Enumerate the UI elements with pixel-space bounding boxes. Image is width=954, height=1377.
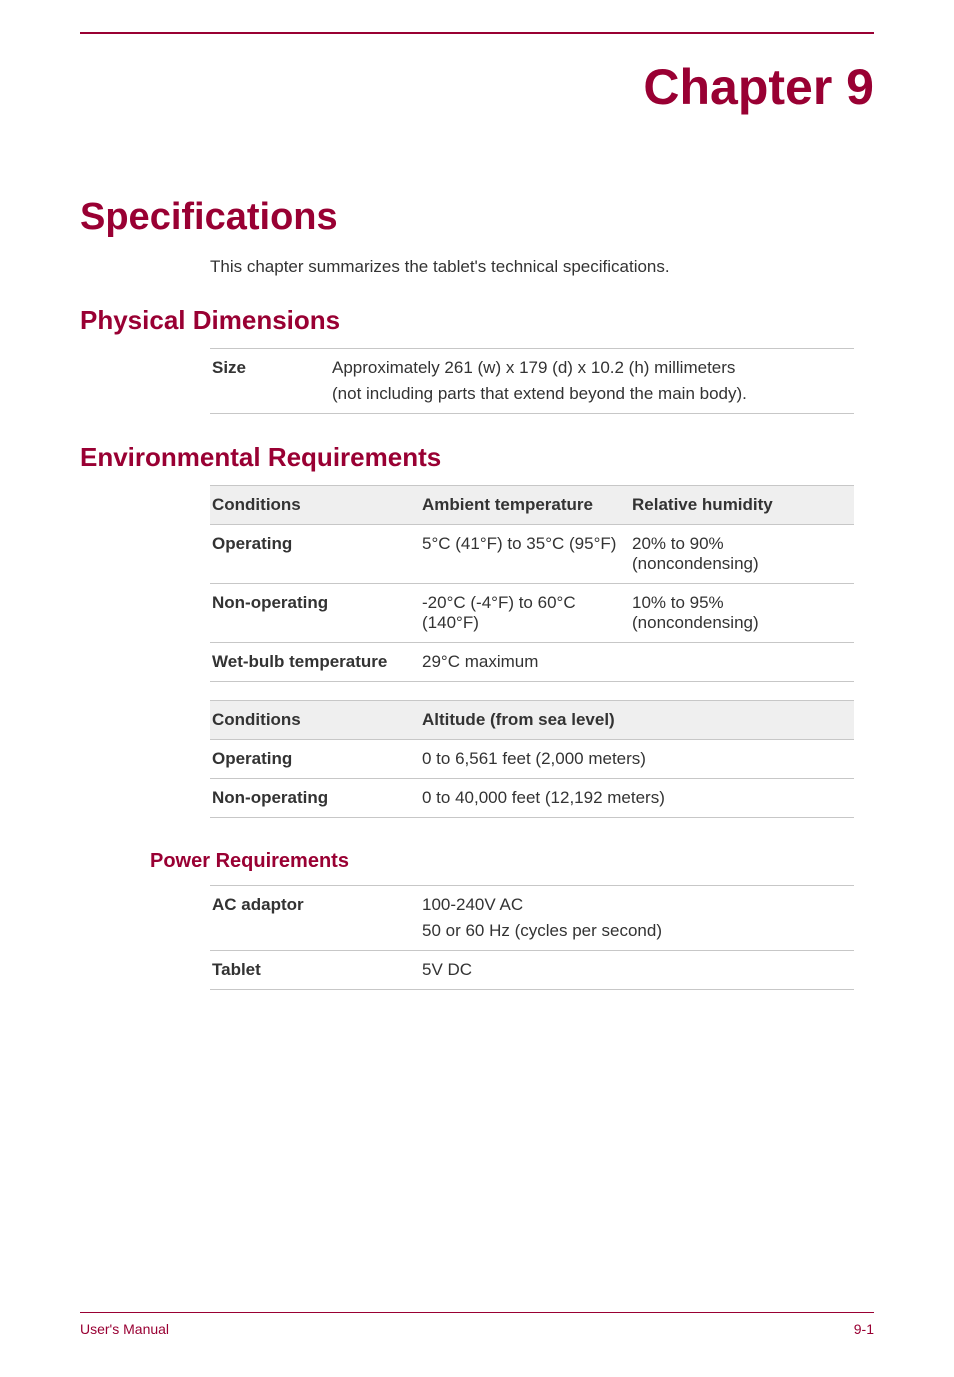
table-row: Non-operating -20°C (-4°F) to 60°C (140°… — [210, 584, 854, 643]
table-row: Wet-bulb temperature 29°C maximum — [210, 643, 854, 682]
environmental-conditions-table: Conditions Ambient temperature Relative … — [210, 485, 854, 682]
cell-value: 20% to 90% (noncondensing) — [630, 525, 854, 584]
cell-value: 29°C maximum — [420, 643, 630, 682]
row-label: Tablet — [210, 951, 420, 990]
cell-value: 5°C (41°F) to 35°C (95°F) — [420, 525, 630, 584]
table-row: AC adaptor 100-240V AC 50 or 60 Hz (cycl… — [210, 886, 854, 951]
table-row: Operating 5°C (41°F) to 35°C (95°F) 20% … — [210, 525, 854, 584]
footer-left: User's Manual — [80, 1321, 169, 1337]
table-row: Operating 0 to 6,561 feet (2,000 meters) — [210, 740, 854, 779]
intro-text: This chapter summarizes the tablet's tec… — [210, 257, 874, 277]
row-label: Non-operating — [210, 779, 420, 818]
section-physical-dimensions: Physical Dimensions — [80, 305, 874, 336]
top-rule — [80, 32, 874, 34]
section-environmental-requirements: Environmental Requirements — [80, 442, 874, 473]
cell-value: -20°C (-4°F) to 60°C (140°F) — [420, 584, 630, 643]
table-header-row: Conditions Altitude (from sea level) — [210, 701, 854, 740]
cell-value: 0 to 6,561 feet (2,000 meters) — [420, 740, 854, 779]
table-row: Non-operating 0 to 40,000 feet (12,192 m… — [210, 779, 854, 818]
row-label: Operating — [210, 525, 420, 584]
subsection-power-requirements: Power Requirements — [150, 850, 874, 873]
cell-value: 0 to 40,000 feet (12,192 meters) — [420, 779, 854, 818]
row-label: AC adaptor — [210, 886, 420, 951]
table-header-row: Conditions Ambient temperature Relative … — [210, 486, 854, 525]
power-requirements-table: AC adaptor 100-240V AC 50 or 60 Hz (cycl… — [210, 885, 854, 990]
chapter-label: Chapter 9 — [80, 58, 874, 116]
row-label: Size — [210, 349, 330, 414]
col-header: Altitude (from sea level) — [420, 701, 854, 740]
row-label: Operating — [210, 740, 420, 779]
row-label: Wet-bulb temperature — [210, 643, 420, 682]
value-line: 50 or 60 Hz (cycles per second) — [422, 921, 844, 941]
col-header: Relative humidity — [630, 486, 854, 525]
physical-dimensions-table: Size Approximately 261 (w) x 179 (d) x 1… — [210, 348, 854, 414]
col-header: Ambient temperature — [420, 486, 630, 525]
col-header: Conditions — [210, 486, 420, 525]
cell-value — [630, 643, 854, 682]
footer-right: 9-1 — [854, 1321, 874, 1337]
row-value: Approximately 261 (w) x 179 (d) x 10.2 (… — [330, 349, 854, 414]
row-value: 100-240V AC 50 or 60 Hz (cycles per seco… — [420, 886, 854, 951]
table-row: Size Approximately 261 (w) x 179 (d) x 1… — [210, 349, 854, 414]
environmental-altitude-table: Conditions Altitude (from sea level) Ope… — [210, 700, 854, 818]
value-line: (not including parts that extend beyond … — [332, 384, 844, 404]
value-line: Approximately 261 (w) x 179 (d) x 10.2 (… — [332, 358, 844, 378]
page-title: Specifications — [80, 196, 874, 239]
table-row: Tablet 5V DC — [210, 951, 854, 990]
cell-value: 5V DC — [420, 951, 854, 990]
cell-value: 10% to 95% (noncondensing) — [630, 584, 854, 643]
value-line: 100-240V AC — [422, 895, 844, 915]
col-header: Conditions — [210, 701, 420, 740]
row-label: Non-operating — [210, 584, 420, 643]
page-footer: User's Manual 9-1 — [80, 1312, 874, 1337]
